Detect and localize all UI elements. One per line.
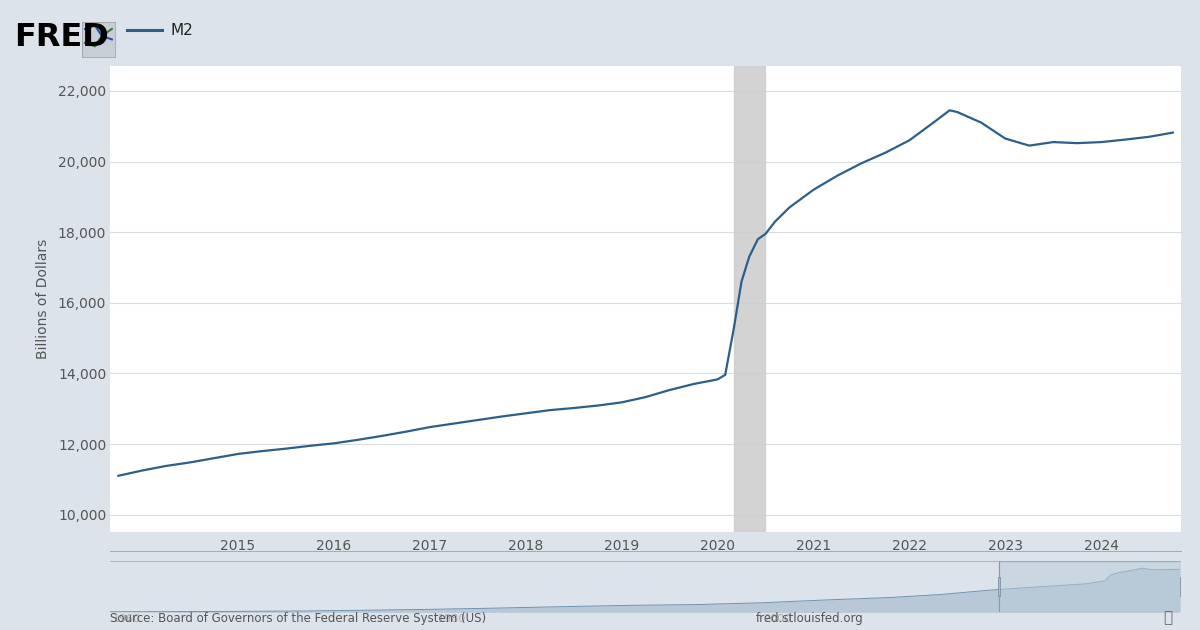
Bar bbox=[1000, 561, 1181, 612]
Bar bbox=[998, 577, 1001, 596]
Text: ⤢: ⤢ bbox=[1163, 610, 1172, 625]
Y-axis label: Billions of Dollars: Billions of Dollars bbox=[36, 239, 49, 359]
Bar bbox=[734, 66, 766, 532]
Bar bbox=[1180, 577, 1182, 596]
Text: FRED: FRED bbox=[14, 22, 109, 53]
Bar bbox=[1000, 561, 1181, 612]
Text: Source: Board of Governors of the Federal Reserve System (US): Source: Board of Governors of the Federa… bbox=[110, 612, 486, 625]
Text: M2: M2 bbox=[170, 23, 193, 38]
Text: fred.stlouisfed.org: fred.stlouisfed.org bbox=[756, 612, 864, 625]
